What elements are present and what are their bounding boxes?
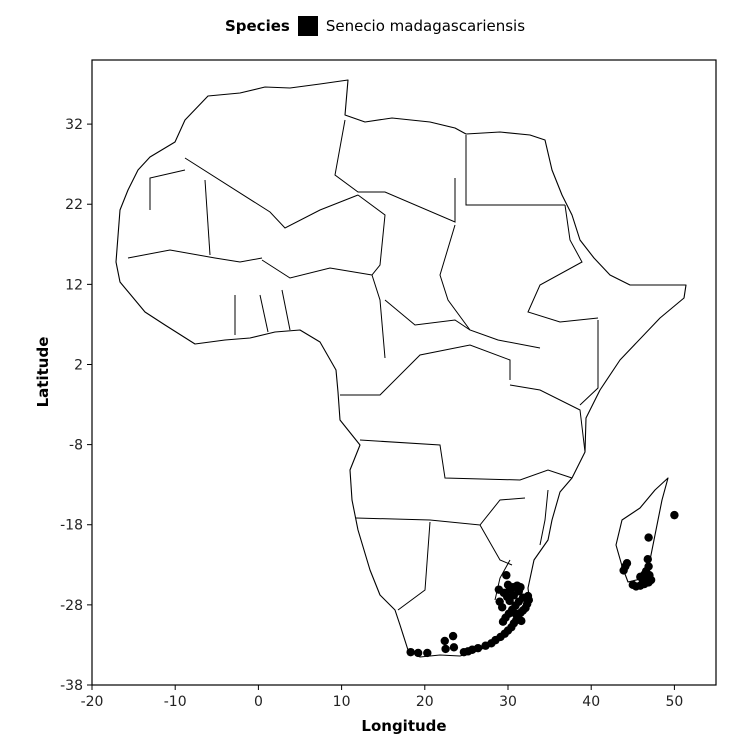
occurrence-point: [502, 571, 511, 580]
x-tick-label: 30: [499, 694, 517, 710]
occurrence-point: [440, 636, 449, 646]
legend-label: Senecio madagascariensis: [325, 17, 526, 35]
occurrence-point: [494, 585, 504, 594]
occurrence-point: [644, 533, 653, 542]
y-tick-label: 32: [65, 117, 83, 133]
occurrence-point: [619, 566, 628, 575]
x-tick-label: 20: [416, 694, 434, 710]
occurrence-point: [449, 643, 459, 652]
occurrence-point: [644, 562, 653, 571]
x-tick-label: 10: [333, 694, 351, 710]
occurrence-point: [516, 583, 525, 592]
occurrence-point: [511, 609, 520, 618]
occurrence-point: [517, 616, 526, 626]
y-tick-label: -18: [60, 518, 83, 534]
y-tick-label: -38: [60, 678, 83, 694]
y-tick-label: 22: [65, 197, 83, 213]
x-axis-title: Longitude: [361, 717, 446, 735]
legend: Species Senecio madagascariensis: [0, 14, 750, 38]
occurrence-point: [509, 591, 519, 600]
map-layer: [115, 79, 687, 658]
y-tick-label: -28: [60, 598, 83, 614]
occurrence-point: [503, 580, 513, 590]
occurrence-point: [448, 631, 458, 641]
occurrence-point: [495, 597, 504, 606]
occurrence-point: [498, 617, 508, 626]
plot-frame: [91, 59, 717, 686]
y-axis: -38 -28 -18 -8 2 12 22 32: [60, 117, 92, 694]
occurrence-point: [670, 510, 679, 520]
occurrence-point: [473, 643, 483, 653]
occurrence-point: [643, 554, 652, 564]
occurrence-points: [406, 510, 679, 658]
legend-swatch: [297, 16, 318, 36]
country-borders: [127, 119, 599, 611]
legend-title: Species: [224, 17, 290, 35]
x-tick-label: -20: [81, 694, 104, 710]
y-tick-label: 2: [74, 357, 83, 373]
x-tick-label: -10: [164, 694, 187, 710]
y-tick-label: 12: [65, 277, 83, 293]
occurrence-point: [636, 572, 645, 582]
x-tick-label: 50: [665, 694, 683, 710]
y-axis-title: Latitude: [34, 337, 52, 408]
occurrence-point: [622, 559, 632, 568]
x-tick-label: 0: [254, 694, 263, 710]
africa-landmass: [115, 79, 687, 658]
occurrence-point: [441, 644, 450, 654]
x-axis: -20 -10 0 10 20 30 40 50: [81, 685, 683, 710]
occurrence-point: [406, 647, 415, 657]
occurrence-point: [423, 648, 432, 658]
x-tick-label: 40: [582, 694, 600, 710]
y-tick-label: -8: [69, 438, 83, 454]
occurrence-point: [413, 648, 423, 658]
